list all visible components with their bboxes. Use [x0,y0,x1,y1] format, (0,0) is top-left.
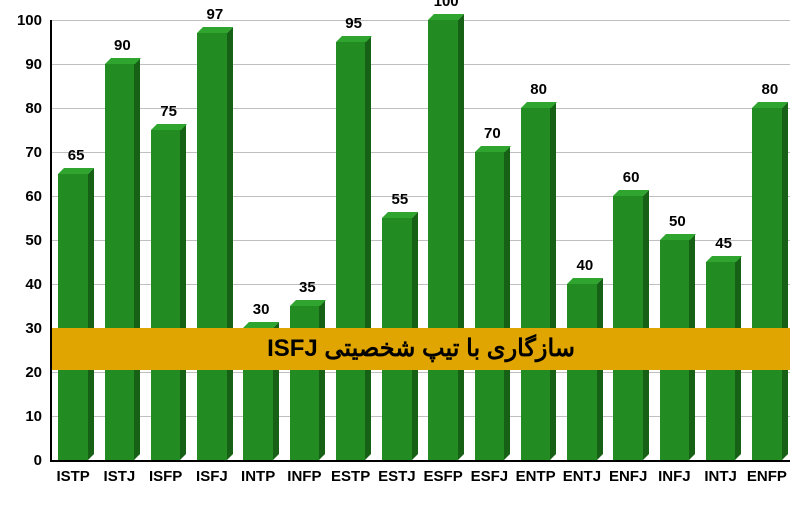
bar-side [180,124,186,460]
bar-value-label: 95 [345,15,362,32]
bar-value-label: 50 [669,213,686,230]
category-label: ESTP [331,468,370,485]
gridline [50,20,790,21]
category-label: ESFP [424,468,463,485]
gridline [50,64,790,65]
category-label: ENFJ [609,468,647,485]
category-label: ISFP [149,468,182,485]
bar [521,108,551,460]
category-label: ISTP [56,468,89,485]
y-tick-label: 10 [0,408,42,425]
y-tick-label: 100 [0,12,42,29]
bar-side [88,168,94,460]
bar [428,20,458,460]
bar-value-label: 80 [530,81,547,98]
bar [475,152,505,460]
y-tick-label: 90 [0,56,42,73]
y-tick-label: 40 [0,276,42,293]
bar-value-label: 65 [68,147,85,164]
bar [58,174,88,460]
category-label: INFJ [658,468,691,485]
bar-side [227,27,233,460]
y-tick-label: 50 [0,232,42,249]
bar-side [504,146,510,460]
chart-title-band: سازگاری با تیپ شخصیتی ISFJ [52,328,790,370]
bar-value-label: 75 [160,103,177,120]
bar-side [134,58,140,460]
category-label: ENTP [516,468,556,485]
category-label: ESTJ [378,468,416,485]
y-tick-label: 80 [0,100,42,117]
bar-side [319,300,325,460]
category-label: ESFJ [471,468,509,485]
bar-value-label: 97 [207,6,224,23]
bar [151,130,181,460]
bar [567,284,597,460]
bar [197,33,227,460]
bar [105,64,135,460]
category-label: ENTJ [563,468,601,485]
bar-value-label: 40 [577,257,594,274]
y-axis [50,20,52,460]
category-label: ENFP [747,468,787,485]
bar-side [365,36,371,460]
y-tick-label: 70 [0,144,42,161]
bar-value-label: 45 [715,235,732,252]
bar-value-label: 55 [392,191,409,208]
bar-value-label: 35 [299,279,316,296]
category-label: ISTJ [104,468,136,485]
bar-value-label: 60 [623,169,640,186]
bar-value-label: 30 [253,301,270,318]
bar-side [458,14,464,460]
bar-side [782,102,788,460]
bar-value-label: 100 [434,0,459,10]
y-tick-label: 30 [0,320,42,337]
x-axis [50,460,790,462]
bar [336,42,366,460]
y-tick-label: 60 [0,188,42,205]
bar-value-label: 90 [114,37,131,54]
bar-value-label: 80 [762,81,779,98]
category-label: INTP [241,468,275,485]
bar [752,108,782,460]
category-label: INTJ [704,468,737,485]
category-label: INFP [287,468,321,485]
bar-side [643,190,649,460]
y-tick-label: 0 [0,452,42,469]
bar-value-label: 70 [484,125,501,142]
personality-compatibility-chart: 0 10 20 30 40 50 60 70 80 90 100 65 ISTP 90 ISTJ 75 ISFP… [0,0,800,511]
y-tick-label: 20 [0,364,42,381]
bar-side [550,102,556,460]
category-label: ISFJ [196,468,228,485]
